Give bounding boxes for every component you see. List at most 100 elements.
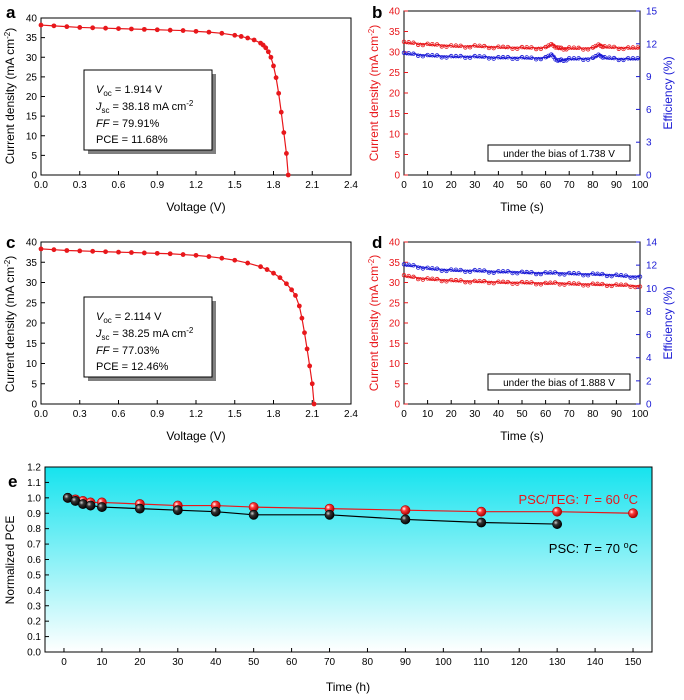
panel-a-ff-value: = 79.91%: [109, 118, 159, 130]
panel-b-ytick-label-left: 10: [389, 130, 401, 141]
panel-a-jv-point: [180, 28, 186, 33]
panel-d-efficiency-point: [482, 268, 487, 273]
panel-d-efficiency-point: [472, 267, 477, 273]
panel-c-voc-sub: oc: [103, 316, 111, 325]
panel-d-ylabel-left-main: Current density (mA cm: [367, 266, 381, 391]
panel-b-ylabel-left-sup: -2: [367, 28, 376, 36]
panel-e-label-psc-unit: C: [629, 541, 638, 556]
panel-b-current-point: [444, 44, 449, 49]
panel-b-efficiency-point: [491, 56, 496, 61]
panel-d-current-point: [420, 277, 426, 282]
panel-d-xtick-label: 100: [632, 409, 649, 420]
panel-e-label-teg-pre: PSC/TEG:: [518, 492, 582, 507]
panel-a-jsc-sub: sc: [102, 106, 110, 115]
panel-c-ytick-label-left: 35: [26, 258, 38, 269]
panel-b-current-point: [600, 44, 605, 50]
panel-d-current-point: [614, 282, 619, 287]
panel-e-label-teg-T: T: [583, 492, 592, 507]
panel-c-ytick-label-left: 5: [31, 379, 37, 390]
panel-b-efficiency-point: [533, 57, 539, 62]
panel-b-efficiency-point: [621, 57, 626, 63]
panel-b-current-point: [602, 44, 607, 49]
panel-d-ytick-label-left: 30: [389, 278, 401, 289]
panel-a-jv-point: [278, 109, 284, 115]
panel-b-efficiency-point: [401, 50, 407, 56]
panel-b-current-point: [561, 47, 566, 52]
panel-a-ylabel: Current density (mA cm-2): [3, 28, 17, 165]
panel-e-xtick-label: 150: [625, 657, 642, 668]
panel-a-ytick-label-left: 20: [26, 92, 38, 103]
panel-b-efficiency-point: [519, 55, 525, 60]
panel-a-letter: a: [6, 3, 16, 22]
panel-d-current-point: [618, 282, 624, 287]
panel-b-current-point: [439, 44, 444, 49]
panel-b-ytick-label-right: 9: [646, 72, 652, 83]
panel-b-efficiency-point: [602, 55, 607, 60]
panel-d-ytick-label-left: 0: [394, 400, 400, 411]
panel-d-ytick-label-right: 4: [646, 353, 652, 364]
panel-a-jv-point: [77, 25, 83, 30]
panel-d-efficiency-point: [590, 271, 595, 276]
panel-e-frame: [44, 466, 653, 653]
panel-c-jv-point: [64, 248, 70, 253]
panel-b-efficiency-point: [600, 55, 605, 60]
panel-d-current-point: [633, 284, 638, 290]
panel-a-jv-point: [245, 35, 251, 41]
panel-a-jsc-value: = 38.18 mA cm: [110, 101, 187, 113]
panel-d: d 0 10 20 30 40 50 60 70 80 90 1000510152025303540…: [367, 233, 675, 443]
panel-b-current-point: [607, 44, 612, 49]
panel-c-jv-point: [311, 401, 317, 407]
panel-d-current-point: [571, 281, 577, 286]
panel-c-ff-symbol: FF: [96, 345, 111, 357]
panel-c-ytick-label-left: 0: [31, 400, 37, 411]
panel-a-ylabel-sup: -2: [3, 31, 12, 39]
panel-c-jv-point: [167, 251, 173, 257]
panel-c-info-box: Voc = 2.114 V Jsc = 38.25 mA cm-2 FF = 7…: [83, 296, 216, 381]
panel-c-xtick-label: 1.5: [228, 409, 242, 420]
panel-d-xtick-label: 50: [516, 409, 528, 420]
panel-d-current-point: [434, 276, 440, 282]
panel-b: b 0 10 20 30 40 50 60 70 80 90 1000510152025303540…: [367, 3, 675, 214]
panel-c-jv-point: [129, 250, 134, 255]
panel-a-jv-point: [64, 24, 70, 30]
panel-d-efficiency-point: [524, 269, 529, 275]
panel-a-jv-point: [232, 32, 238, 38]
panel-d-current-point: [510, 281, 515, 286]
panel-a-jv-point: [284, 151, 289, 156]
panel-a-jv-point: [38, 22, 44, 28]
panel-a-voc-value: = 1.914 V: [112, 84, 163, 96]
panel-d-current-point: [557, 282, 562, 287]
panel-e-ticks: 0 10 20 30 40 50 60 70 80 90 100 110 120 130 140 150 0.0…: [27, 463, 642, 669]
panel-b-current-point: [515, 46, 520, 51]
panel-a-xtick-label: 0.3: [73, 180, 87, 191]
panel-d-efficiency-point: [401, 262, 407, 267]
panel-b-xtick-label: 30: [469, 180, 481, 191]
panel-c-jv-point: [264, 267, 270, 272]
panel-d-efficiency-point: [415, 265, 421, 270]
panel-a-jv-point: [263, 45, 269, 51]
panel-b-ytick-label-right: 15: [646, 7, 658, 18]
panel-b-efficiency-point: [549, 52, 554, 57]
panel-d-efficiency-point: [515, 271, 520, 276]
panel-c-jv-point: [232, 257, 238, 263]
panel-c-jv-point: [51, 247, 57, 253]
panel-e-ytick-label-left: 0.5: [27, 570, 41, 581]
panel-e-ytick-label-left: 0.6: [27, 555, 41, 566]
panel-b-ylabel-left-main: Current density (mA cm: [367, 36, 381, 161]
panel-d-efficiency-point: [609, 273, 614, 279]
panel-e-xlabel: Time (h): [326, 680, 370, 694]
panel-e-xtick-label: 70: [324, 657, 336, 668]
panel-a-jv-point: [271, 63, 276, 69]
panel-d-efficiency-point: [439, 268, 444, 273]
panel-d-current-point: [496, 279, 501, 284]
panel-d-xlabel: Time (s): [500, 429, 544, 443]
panel-d-efficiency-point: [618, 273, 624, 278]
panel-b-current-point: [567, 45, 572, 50]
panel-a-xtick-label: 2.1: [305, 180, 319, 191]
panel-b-current-point: [472, 43, 477, 48]
panel-a-ytick-label-left: 30: [26, 53, 38, 64]
panel-b-efficiency-point: [616, 57, 621, 63]
panel-c-xtick-label: 1.2: [189, 409, 203, 420]
panel-d-xtick-label: 90: [611, 409, 623, 420]
panel-b-efficiency-point: [463, 55, 468, 60]
